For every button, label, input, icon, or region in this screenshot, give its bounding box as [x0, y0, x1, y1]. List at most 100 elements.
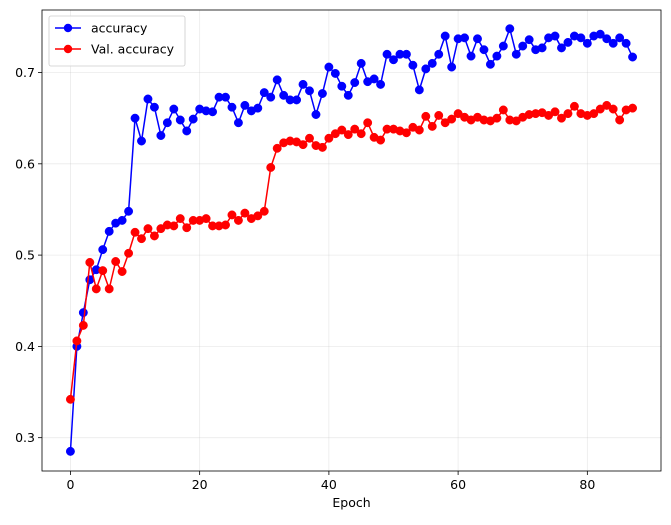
data-point [227, 102, 237, 112]
plot-frame [41, 9, 662, 472]
legend-label-2: Val. accuracy [91, 42, 175, 57]
data-point [337, 81, 347, 91]
data-point [479, 45, 489, 55]
data-point [350, 124, 360, 134]
data-point [324, 62, 334, 72]
data-point [85, 257, 95, 267]
data-point [628, 52, 638, 62]
data-point [466, 51, 476, 61]
data-point [518, 41, 528, 51]
data-point [563, 37, 573, 47]
legend-label-1: accuracy [91, 21, 148, 36]
data-point [124, 206, 134, 216]
data-point [130, 113, 140, 123]
data-point [259, 88, 269, 98]
data-point [188, 114, 198, 124]
data-point [311, 110, 321, 119]
data-point [356, 58, 366, 68]
x-tick-label: 0 [66, 477, 74, 492]
data-point [414, 85, 424, 95]
data-point [221, 220, 230, 230]
data-point [557, 43, 566, 53]
data-point [628, 103, 638, 113]
data-point [576, 33, 586, 43]
data-point [221, 92, 230, 102]
data-point [240, 208, 250, 218]
data-point [330, 68, 340, 78]
data-point [621, 38, 631, 48]
data-point [582, 38, 592, 48]
data-point [143, 224, 153, 234]
data-point [460, 33, 470, 43]
data-point [350, 78, 360, 88]
data-point [511, 49, 521, 59]
y-tick-label: 0.7 [15, 65, 35, 80]
data-point [589, 109, 599, 119]
data-point [305, 133, 314, 143]
data-point [182, 126, 192, 136]
data-point [130, 227, 140, 237]
data-point [569, 101, 579, 111]
data-point [104, 284, 114, 294]
data-point [363, 118, 373, 128]
data-point [343, 130, 353, 140]
data-point [72, 336, 82, 346]
data-point [615, 115, 625, 125]
data-point [608, 38, 618, 48]
data-point [169, 221, 179, 231]
data-point [240, 100, 250, 110]
data-point [98, 266, 108, 276]
data-point [376, 135, 386, 145]
data-point [434, 49, 444, 59]
data-point [447, 114, 457, 124]
y-tick-label: 0.3 [15, 430, 35, 445]
legend-marker-2 [63, 44, 73, 54]
data-point [253, 103, 263, 113]
x-axis-ticks: 0 20 40 60 80 [66, 471, 595, 492]
y-tick-label: 0.4 [15, 339, 35, 354]
data-point [266, 163, 276, 172]
data-point [98, 245, 108, 255]
data-point [447, 62, 457, 72]
data-point [376, 79, 386, 89]
data-point [563, 109, 573, 119]
y-tick-label: 0.6 [15, 156, 35, 171]
data-point [292, 95, 302, 105]
data-point [602, 34, 612, 44]
data-point [201, 214, 211, 224]
data-point [505, 24, 515, 34]
data-point [401, 128, 411, 138]
data-point [149, 102, 159, 112]
x-tick-label: 20 [192, 477, 208, 492]
data-point [317, 142, 327, 152]
data-point [343, 90, 353, 100]
data-point [498, 105, 508, 115]
data-point [414, 125, 424, 135]
data-point [272, 143, 282, 153]
data-point [65, 446, 75, 456]
data-point [408, 60, 418, 70]
data-point [124, 248, 134, 258]
legend: accuracy Val. accuracy [48, 15, 186, 67]
data-point [317, 89, 327, 98]
data-point [427, 121, 437, 131]
data-point [137, 136, 146, 146]
x-tick-label: 40 [321, 477, 337, 492]
data-point [117, 267, 127, 276]
data-point [104, 226, 114, 236]
series-line [69, 104, 633, 400]
data-point [298, 140, 308, 150]
data-point [485, 59, 495, 69]
data-point [137, 234, 146, 244]
data-point [337, 125, 347, 135]
data-point [324, 133, 334, 143]
data-point [492, 51, 502, 61]
data-point [233, 215, 243, 225]
data-point [78, 308, 88, 318]
data-point [169, 104, 179, 114]
x-tick-label: 60 [450, 477, 466, 492]
data-point [91, 284, 101, 294]
data-point [550, 107, 560, 117]
